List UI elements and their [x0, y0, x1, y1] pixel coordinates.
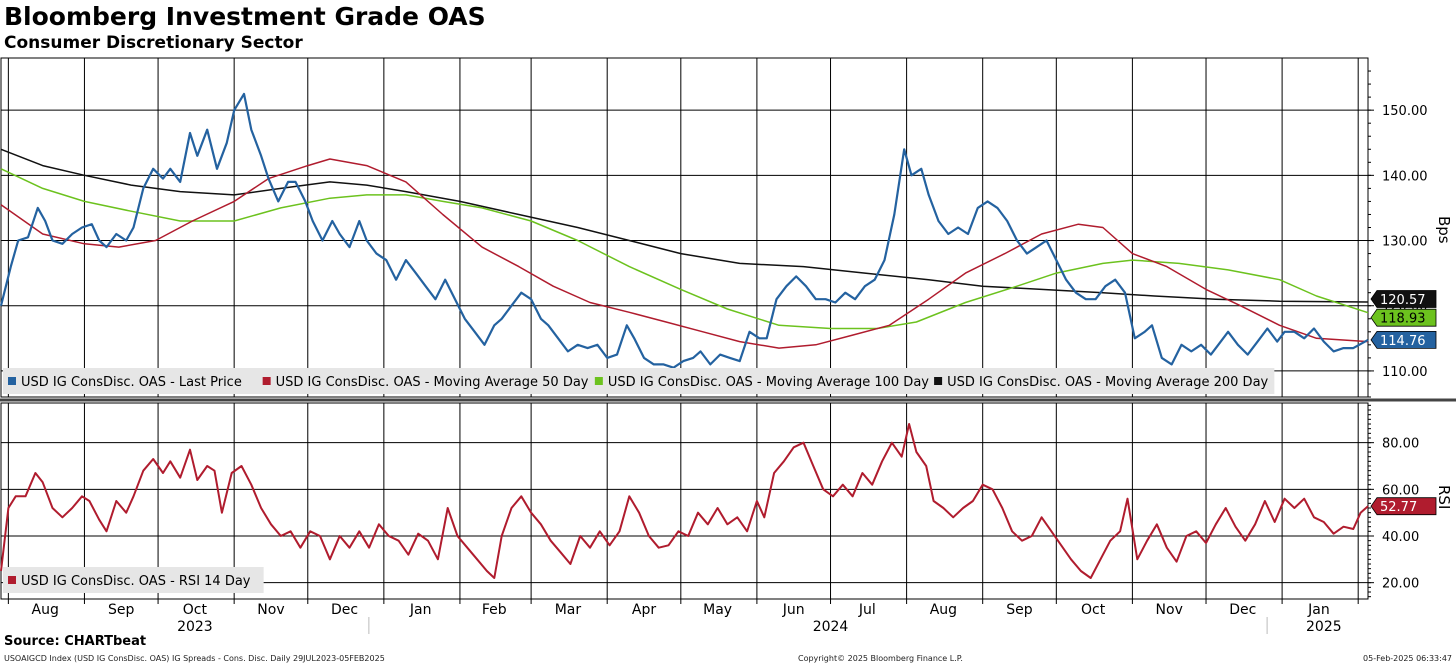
- rsi-legend-background: [3, 567, 264, 593]
- x-month-label: Dec: [331, 602, 358, 618]
- rsi-y-tick-label: 40.00: [1382, 530, 1419, 545]
- rsi-last-value-tag: [1370, 497, 1437, 516]
- x-month-label: Sep: [108, 602, 135, 618]
- price-y-tick-label: 140.00: [1382, 169, 1428, 184]
- ma100-last-value-tag-label: 118.93: [1380, 312, 1426, 327]
- x-month-label: Apr: [632, 602, 656, 618]
- price-y-tick-label: 130.00: [1382, 235, 1428, 250]
- chart-title: Bloomberg Investment Grade OAS: [4, 2, 486, 31]
- x-month-label: Feb: [482, 602, 507, 618]
- rsi-y-tick-label: 80.00: [1382, 437, 1419, 452]
- x-month-label: Oct: [1081, 602, 1106, 618]
- price-legend-entry: USD IG ConsDisc. OAS - Moving Average 50…: [276, 375, 589, 390]
- ma200-line: [0, 148, 1369, 303]
- x-month-label: Dec: [1229, 602, 1256, 618]
- rsi-last-value-tag-label: 52.77: [1380, 500, 1417, 515]
- price-legend-entry: USD IG ConsDisc. OAS - Moving Average 10…: [608, 375, 929, 390]
- price-legend: USD IG ConsDisc. OAS - Last Price USD IG …: [3, 368, 1275, 394]
- x-month-label: Jul: [858, 602, 876, 618]
- rsi-y-axis-title: RSI: [1435, 485, 1453, 509]
- copyright-note: Copyright© 2025 Bloomberg Finance L.P.: [798, 654, 963, 663]
- ticker-info: USOAIGCD Index (USD IG ConsDisc. OAS) IG…: [4, 654, 385, 663]
- x-month-label: Jan: [409, 602, 432, 618]
- x-month-label: Aug: [930, 602, 957, 618]
- rsi-legend-swatch: [8, 576, 16, 584]
- rsi-y-tick-label: 20.00: [1382, 577, 1419, 592]
- x-month-label: Nov: [1156, 602, 1183, 618]
- rsi-legend: USD IG ConsDisc. OAS - RSI 14 Day: [3, 567, 264, 593]
- price-legend-background: [3, 368, 1275, 394]
- x-year-label: 2025: [1306, 619, 1342, 635]
- x-month-label: Jan: [1307, 602, 1330, 618]
- price-legend-swatch: [594, 377, 603, 385]
- price-legend-swatch: [934, 377, 943, 385]
- x-month-label: May: [703, 602, 732, 618]
- price-y-tick-label: 150.00: [1382, 104, 1428, 119]
- x-month-label: Mar: [555, 602, 582, 618]
- ma50-line: [0, 158, 1369, 349]
- price-legend-entry: USD IG ConsDisc. OAS - Moving Average 20…: [947, 375, 1268, 390]
- ma200-last-value-tag: [1370, 290, 1437, 308]
- ma100-line: [0, 168, 1369, 330]
- x-month-label: Aug: [32, 602, 59, 618]
- rsi-legend-entry: USD IG ConsDisc. OAS - RSI 14 Day: [21, 574, 251, 589]
- rsi-line: [0, 423, 1369, 579]
- price-legend-swatch: [262, 377, 271, 385]
- timestamp: 05-Feb-2025 06:33:47: [1363, 654, 1452, 663]
- price-y-axis-title: Bps: [1435, 216, 1453, 244]
- price-legend-entry: USD IG ConsDisc. OAS - Last Price: [21, 375, 242, 390]
- x-month-label: Oct: [183, 602, 208, 618]
- price-panel-frame: [0, 57, 1369, 398]
- x-year-label: 2023: [177, 619, 213, 635]
- last-price-last-value-tag: [1370, 330, 1437, 349]
- rsi-panel-frame: [0, 402, 1369, 600]
- x-month-label: Nov: [257, 602, 284, 618]
- x-month-label: Jun: [782, 602, 805, 618]
- x-month-label: Sep: [1006, 602, 1033, 618]
- price-legend-swatch: [8, 377, 16, 385]
- price-y-tick-label: 110.00: [1382, 365, 1428, 380]
- ma100-last-value-tag: [1370, 308, 1437, 327]
- rsi-y-tick-label: 60.00: [1382, 483, 1419, 498]
- x-year-label: 2024: [813, 619, 849, 635]
- last-price-last-value-tag-label: 114.76: [1380, 334, 1426, 349]
- ma200-last-value-tag-label: 120.57: [1380, 293, 1426, 308]
- source-note: Source: CHARTbeat: [4, 634, 147, 649]
- chart-subtitle: Consumer Discretionary Sector: [4, 33, 303, 53]
- last-price-line: [0, 92, 1369, 369]
